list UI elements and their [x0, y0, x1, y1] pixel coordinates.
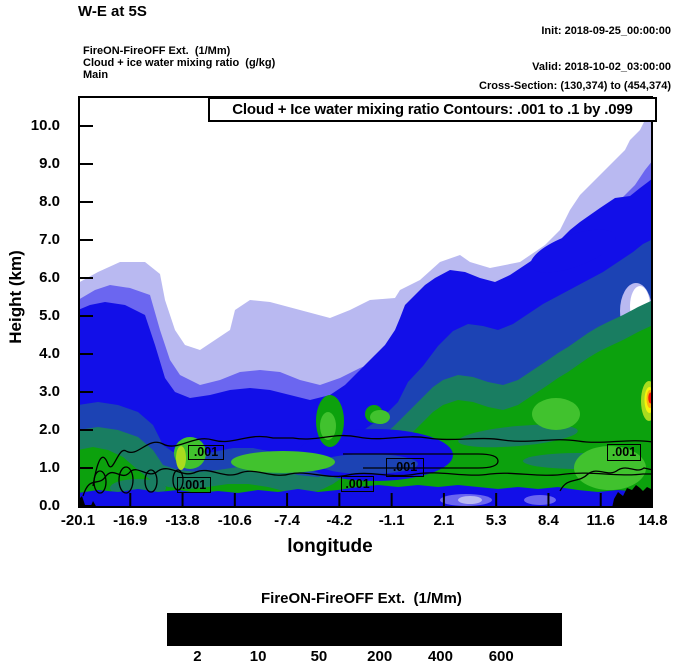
run-metadata: Init: 2018-09-25_00:00:00 Valid: 2018-10…	[532, 1, 671, 97]
x-tick-label: 2.1	[433, 512, 455, 529]
y-tick-label: 6.0	[39, 269, 60, 286]
colorbar-tick-label: 400	[427, 648, 453, 665]
legend-field-line: FireON-FireOFF Ext. (1/Mm)	[83, 45, 231, 57]
contour-label: .001	[341, 476, 374, 492]
contour-plot-canvas	[78, 96, 657, 508]
surface-lavender-patch	[458, 496, 482, 504]
navy-streak-bottom-center	[318, 454, 418, 474]
y-tick-label: 9.0	[39, 155, 60, 172]
bright-green-4	[370, 410, 390, 424]
x-tick-label: -1.1	[378, 512, 405, 529]
y-tick-label: 10.0	[30, 117, 60, 134]
contour-info-box: Cloud + Ice water mixing ratio Contours:…	[208, 97, 657, 122]
colorbar-tick-label: 600	[488, 648, 514, 665]
legend-overlay-line: Cloud + ice water mixing ratio (g/kg)	[83, 57, 276, 69]
valid-time: Valid: 2018-10-02_03:00:00	[532, 61, 671, 73]
colorbar-tick-label: 2	[193, 648, 202, 665]
contour-label: .001	[607, 444, 641, 461]
colorbar-title: FireON-FireOFF Ext. (1/Mm)	[261, 590, 462, 607]
x-tick-label: -13.8	[165, 512, 200, 529]
y-tick-label: 8.0	[39, 193, 60, 210]
init-time: Init: 2018-09-25_00:00:00	[541, 25, 671, 37]
bright-green-2	[231, 451, 335, 473]
overlay-contour-lines	[82, 434, 654, 497]
y-tick-label: 7.0	[39, 231, 60, 248]
x-tick-label: -20.1	[60, 512, 96, 529]
terrain-silhouette	[612, 485, 653, 508]
plot-area	[78, 96, 657, 508]
x-axis-title: longitude	[287, 536, 373, 557]
bright-green-3	[320, 412, 336, 440]
cross-section-label: Cross-Section: (130,374) to (454,374)	[479, 80, 671, 92]
y-tick-label: 1.0	[39, 459, 60, 476]
y-tick-label: 3.0	[39, 383, 60, 400]
legend-domain-line: Main	[83, 69, 109, 81]
y-tick-label: 4.0	[39, 345, 60, 362]
x-tick-label: -16.9	[113, 512, 148, 529]
y-tick-label: 2.0	[39, 421, 60, 438]
bright-green-6	[574, 446, 646, 490]
y-tick-label: 5.0	[39, 307, 60, 324]
x-tick-label: -10.6	[217, 512, 252, 529]
contour-label: .001	[177, 477, 211, 493]
page-title: W-E at 5S	[78, 3, 147, 20]
colorbar	[167, 613, 562, 646]
colorbar-tick-label: 10	[249, 648, 267, 665]
bright-green-5	[532, 398, 580, 430]
contour-label: .001	[386, 458, 424, 477]
blue-core-upper-right	[530, 229, 616, 273]
yellow-green-streak	[176, 446, 186, 470]
x-tick-label: -4.2	[326, 512, 353, 529]
x-tick-label: -7.4	[274, 512, 300, 529]
teal-accent-1	[458, 424, 578, 448]
y-tick-label: 0.0	[39, 497, 60, 514]
colorbar-tick-label: 200	[367, 648, 393, 665]
colorbar-tick-label: 50	[310, 648, 328, 665]
fill-layer-green	[78, 325, 653, 508]
contour-label: .001	[188, 445, 224, 460]
x-tick-label: 8.4	[538, 512, 559, 529]
x-tick-label: 11.6	[586, 512, 615, 529]
x-tick-label: 5.3	[485, 512, 507, 529]
surface-blue-strip	[78, 485, 653, 508]
surface-periwinkle-patch-2	[524, 495, 556, 505]
x-tick-label: 14.8	[638, 512, 668, 529]
